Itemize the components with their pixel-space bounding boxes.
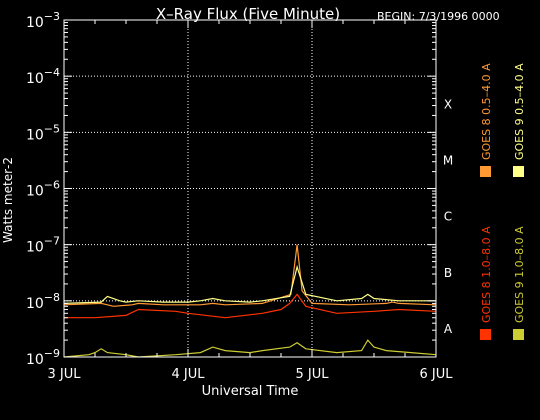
y-tick-label: 10−8 <box>26 291 60 312</box>
legend-label: GOES 9 1.0–8.0 A <box>513 226 526 323</box>
flare-class-label: C <box>444 210 452 224</box>
flare-class-label: B <box>444 266 452 280</box>
x-tick-label: 3 JUL <box>48 367 82 382</box>
begin-label: BEGIN: 7/3/1996 0000 <box>377 10 500 23</box>
y-axis-label: Watts meter‑2 <box>1 157 15 243</box>
legend-swatch <box>513 166 524 177</box>
flare-class-label: X <box>444 97 452 111</box>
x-tick-label: 5 JUL <box>296 367 330 382</box>
x-axis-label: Universal Time <box>202 384 299 399</box>
legend-swatch <box>513 329 524 340</box>
chart-title: X–Ray Flux (Five Minute) <box>156 5 340 23</box>
series-group <box>63 244 437 358</box>
grid-lines <box>64 20 436 357</box>
y-tick-label: 10−7 <box>26 235 60 256</box>
flare-class-label: M <box>443 153 453 167</box>
series-line <box>64 293 437 319</box>
legend-label: GOES 8 1.0–8.0 A <box>480 226 493 323</box>
legend-swatch <box>480 329 491 340</box>
legend-swatch <box>480 166 491 177</box>
y-tick-label: 10−6 <box>26 179 60 200</box>
x-tick-label: 4 JUL <box>172 367 206 382</box>
x-tick-label: 6 JUL <box>420 367 454 382</box>
y-tick-label: 10−3 <box>26 10 60 31</box>
flare-class-label: A <box>444 322 453 336</box>
flare-class-labels: X M C B A <box>443 97 453 336</box>
series-line <box>63 339 437 358</box>
x-axis-ticks: 3 JUL 4 JUL 5 JUL 6 JUL <box>48 20 454 382</box>
y-tick-label: 10−5 <box>26 122 60 143</box>
y-tick-label: 10−9 <box>26 347 60 368</box>
legend: GOES 8 1.0–8.0 A GOES 8 0.5–4.0 A GOES 9 1… <box>480 63 526 340</box>
y-axis-ticks: 10−3 10−4 10−5 10−6 10−7 10−8 10−9 <box>26 10 436 368</box>
legend-label: GOES 8 0.5–4.0 A <box>480 63 493 160</box>
series-line <box>63 244 437 307</box>
legend-label: GOES 9 0.5–4.0 A <box>513 63 526 160</box>
series-line <box>63 264 436 304</box>
y-tick-label: 10−4 <box>26 66 60 87</box>
